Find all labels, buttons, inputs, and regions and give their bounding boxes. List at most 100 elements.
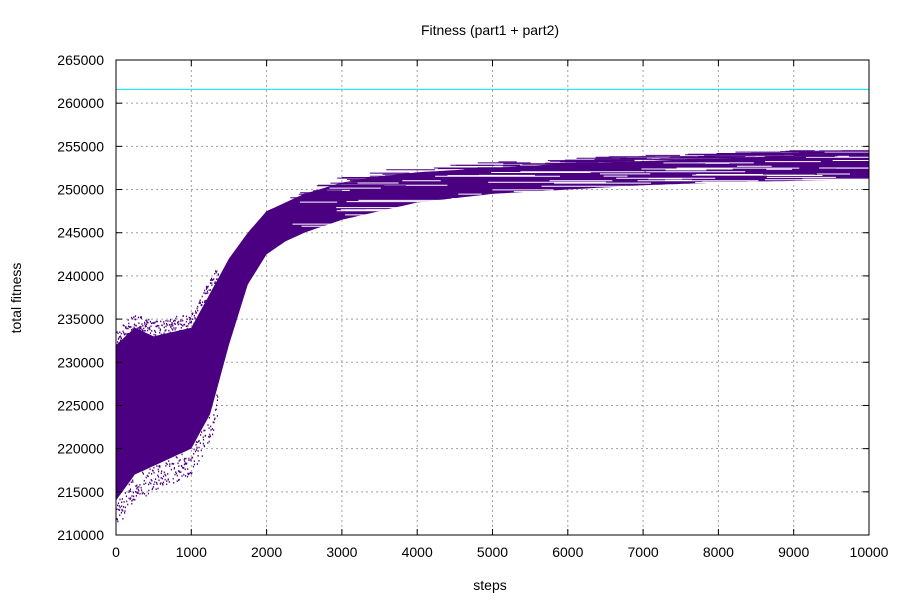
data-point [156,481,158,484]
data-point [157,487,159,490]
data-point [139,493,141,495]
data-point [164,473,166,476]
data-point [163,326,165,329]
data-point [162,482,164,485]
data-point [118,509,121,511]
data-point [136,486,138,489]
data-point [141,323,143,325]
data-point [128,325,130,328]
data-point [147,322,149,324]
data-point [150,322,153,325]
data-point [217,274,219,276]
data-point [200,310,203,313]
data-point [184,457,186,460]
data-point [159,483,161,485]
data-point [148,483,150,486]
data-point [212,421,214,423]
x-tick-label: 10000 [850,544,889,560]
data-point [128,491,130,493]
data-point [182,319,184,322]
data-point [169,318,172,321]
data-point [201,295,203,298]
data-point [149,332,152,334]
data-point [212,279,214,281]
data-point [172,325,174,327]
data-point [149,328,151,331]
data-point [193,322,195,325]
data-point [188,459,190,462]
data-point [174,328,176,331]
data-point [214,272,216,275]
data-point [121,505,123,507]
data-point [160,477,162,479]
data-point [158,465,160,468]
data-point [121,508,123,511]
x-tick-label: 5000 [477,544,508,560]
data-point [137,316,140,319]
data-point [143,330,145,332]
data-point [131,500,133,502]
data-point [187,473,190,476]
y-tick-label: 250000 [57,182,104,198]
data-point [166,463,168,466]
data-point [132,481,134,483]
data-point [165,320,167,322]
data-point [157,474,159,477]
data-point [215,271,217,274]
data-point [116,518,118,521]
data-point [126,327,128,330]
data-point [214,281,216,283]
data-point [208,417,210,419]
data-point [174,473,176,476]
data-point [161,477,163,480]
data-point [169,465,171,467]
data-point [118,336,121,338]
data-point [193,463,196,466]
data-point [163,333,165,336]
data-point [193,314,195,317]
data-point [183,467,185,469]
data-point [124,510,126,512]
data-point [203,292,205,294]
data-point [140,329,142,332]
data-point [129,490,131,492]
data-point [148,489,150,492]
data-point [193,453,195,455]
data-point [184,460,186,463]
data-point [172,477,174,480]
data-point [168,332,170,335]
data-point [151,473,153,475]
chart-title: Fitness (part1 + part2) [421,22,559,38]
data-point [138,328,140,331]
data-point [120,511,122,514]
data-point [145,319,147,322]
data-point [117,341,119,343]
data-point [141,328,143,331]
x-tick-label: 3000 [326,544,357,560]
data-point [164,478,166,481]
data-point [154,481,156,483]
data-point [126,334,128,336]
data-point [154,321,156,324]
data-point [173,327,175,329]
data-point [214,417,216,420]
data-point [117,332,119,335]
data-point [201,431,203,433]
data-point [122,330,124,333]
data-point [186,318,188,320]
data-point [160,482,162,484]
data-point [204,292,206,295]
data-point [188,316,190,319]
data-point [130,481,132,483]
data-point [216,399,218,401]
data-point [210,425,212,428]
data-point [217,273,219,275]
data-point [154,329,156,332]
data-point [204,300,206,302]
data-point [152,487,154,490]
data-point [143,479,145,482]
data-point [138,490,140,492]
data-point [209,282,211,284]
data-point [173,467,175,469]
data-point [130,497,132,499]
